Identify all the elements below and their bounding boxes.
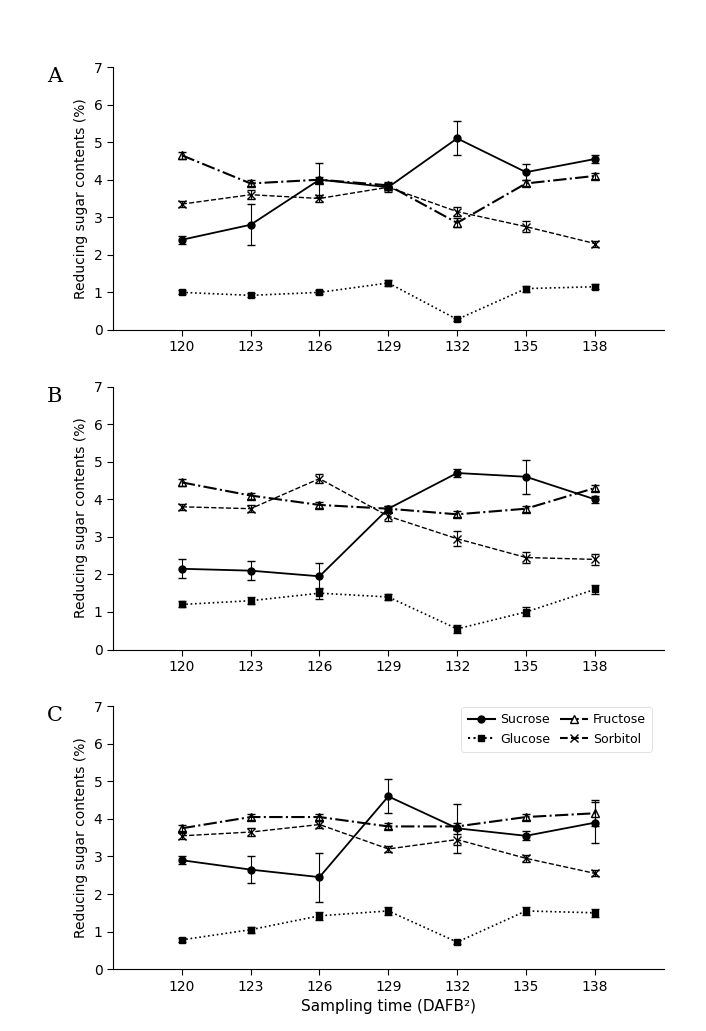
Y-axis label: Reducing sugar contents (%): Reducing sugar contents (%) [74,98,88,299]
Text: C: C [47,706,63,725]
Y-axis label: Reducing sugar contents (%): Reducing sugar contents (%) [74,737,88,938]
Y-axis label: Reducing sugar contents (%): Reducing sugar contents (%) [74,418,88,619]
X-axis label: Sampling time (DAFB²): Sampling time (DAFB²) [301,999,476,1015]
Legend: Sucrose, Glucose, Fructose, Sorbitol: Sucrose, Glucose, Fructose, Sorbitol [462,707,652,752]
Text: A: A [47,67,62,86]
Text: B: B [47,387,62,405]
